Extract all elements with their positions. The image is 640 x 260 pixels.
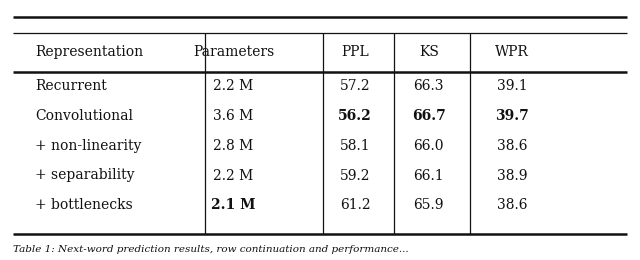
Text: 38.6: 38.6: [497, 139, 527, 153]
Text: 2.2 M: 2.2 M: [214, 168, 253, 183]
Text: KS: KS: [419, 45, 439, 59]
Text: 59.2: 59.2: [340, 168, 371, 183]
Text: 66.3: 66.3: [413, 79, 444, 93]
Text: 56.2: 56.2: [339, 109, 372, 123]
Text: 61.2: 61.2: [340, 198, 371, 212]
Text: Parameters: Parameters: [193, 45, 274, 59]
Text: 2.2 M: 2.2 M: [214, 79, 253, 93]
Text: 38.6: 38.6: [497, 198, 527, 212]
Text: 66.0: 66.0: [413, 139, 444, 153]
Text: + non-linearity: + non-linearity: [35, 139, 141, 153]
Text: Table 1: Next-word prediction results, row continuation and performance...: Table 1: Next-word prediction results, r…: [13, 245, 408, 254]
Text: 57.2: 57.2: [340, 79, 371, 93]
Text: 2.1 M: 2.1 M: [211, 198, 256, 212]
Text: WPR: WPR: [495, 45, 529, 59]
Text: PPL: PPL: [341, 45, 369, 59]
Text: 39.1: 39.1: [497, 79, 527, 93]
Text: 58.1: 58.1: [340, 139, 371, 153]
Text: 38.9: 38.9: [497, 168, 527, 183]
Text: 66.1: 66.1: [413, 168, 444, 183]
Text: Convolutional: Convolutional: [35, 109, 133, 123]
Text: 3.6 M: 3.6 M: [214, 109, 253, 123]
Text: + bottlenecks: + bottlenecks: [35, 198, 133, 212]
Text: + separability: + separability: [35, 168, 134, 183]
Text: 39.7: 39.7: [495, 109, 529, 123]
Text: 2.8 M: 2.8 M: [214, 139, 253, 153]
Text: 66.7: 66.7: [412, 109, 445, 123]
Text: Representation: Representation: [35, 45, 143, 59]
Text: 65.9: 65.9: [413, 198, 444, 212]
Text: Recurrent: Recurrent: [35, 79, 107, 93]
